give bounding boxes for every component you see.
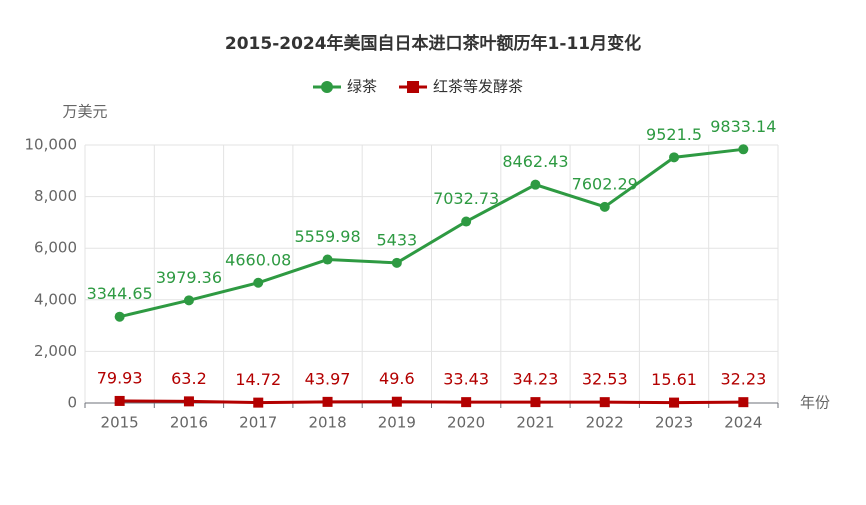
x-tick-label: 2024 xyxy=(724,414,762,432)
point xyxy=(461,397,472,408)
point xyxy=(669,152,680,163)
data-label: 79.93 xyxy=(97,368,143,387)
y-tick-label: 4,000 xyxy=(34,290,77,308)
point xyxy=(253,277,264,288)
y-tick-label: 2,000 xyxy=(34,342,77,360)
point xyxy=(599,397,610,408)
chart-title: 2015-2024年美国自日本进口茶叶额历年1-11月变化 xyxy=(225,33,641,54)
x-tick-label: 2015 xyxy=(101,414,139,432)
y-tick-label: 8,000 xyxy=(34,187,77,205)
point xyxy=(322,254,333,265)
x-tick-label: 2020 xyxy=(447,414,485,432)
point xyxy=(391,257,402,268)
point xyxy=(183,396,194,407)
legend-marker xyxy=(407,81,420,93)
x-tick-label: 2021 xyxy=(516,414,554,432)
data-label: 32.53 xyxy=(582,370,628,389)
point xyxy=(530,179,541,190)
x-tick-label: 2023 xyxy=(655,414,693,432)
point xyxy=(599,201,610,212)
series-line xyxy=(119,399,744,405)
data-label: 63.2 xyxy=(171,369,207,388)
data-label: 7602.29 xyxy=(572,174,638,193)
data-label: 43.97 xyxy=(305,369,351,388)
data-label: 7032.73 xyxy=(433,189,499,208)
point xyxy=(530,397,541,408)
point xyxy=(738,144,749,155)
point xyxy=(669,397,680,408)
y-tick-label: 6,000 xyxy=(34,239,77,257)
point xyxy=(114,395,125,406)
point xyxy=(738,397,749,408)
legend-label: 红茶等发酵茶 xyxy=(433,78,523,96)
data-label: 49.6 xyxy=(379,369,415,388)
y-tick-label: 0 xyxy=(67,394,77,412)
data-label: 3344.65 xyxy=(87,284,153,303)
data-label: 15.61 xyxy=(651,370,697,389)
x-tick-label: 2019 xyxy=(378,414,416,432)
point xyxy=(253,397,264,408)
data-label: 32.23 xyxy=(720,370,766,389)
point xyxy=(183,295,194,306)
data-label: 4660.08 xyxy=(225,250,291,269)
x-tick-label: 2017 xyxy=(239,414,277,432)
data-label: 14.72 xyxy=(235,370,281,389)
x-axis-label: 年份 xyxy=(800,394,830,412)
point xyxy=(391,396,402,407)
series-line xyxy=(119,147,744,319)
point xyxy=(461,216,472,227)
y-axis-label: 万美元 xyxy=(62,103,107,121)
x-tick-label: 2016 xyxy=(170,414,208,432)
data-label: 34.23 xyxy=(513,370,559,389)
data-label: 9521.5 xyxy=(646,125,702,144)
data-label: 3979.36 xyxy=(156,268,222,287)
x-tick-label: 2018 xyxy=(308,414,346,432)
data-label: 8462.43 xyxy=(502,152,568,171)
point xyxy=(322,396,333,407)
y-tick-label: 10,000 xyxy=(25,136,78,154)
legend-label: 绿茶 xyxy=(347,78,377,96)
point xyxy=(114,311,125,322)
x-tick-label: 2022 xyxy=(586,414,624,432)
data-label: 9833.14 xyxy=(710,117,776,136)
data-label: 33.43 xyxy=(443,370,489,389)
data-label: 5433 xyxy=(376,230,417,249)
legend-marker xyxy=(321,81,333,93)
data-label: 5559.98 xyxy=(294,227,360,246)
